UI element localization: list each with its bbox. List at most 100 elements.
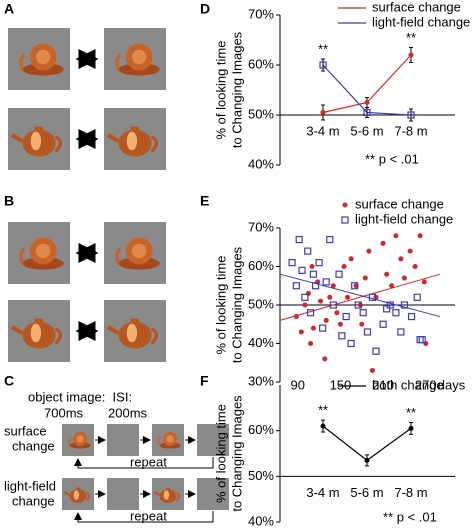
significance: ** [406,30,416,45]
marker [330,283,336,289]
marker [347,339,355,348]
y-tick-label: 40% [248,335,274,350]
marker [302,302,308,308]
marker [322,278,330,286]
marker [342,202,348,208]
marker [354,301,362,309]
y-axis-label: % of looking time [213,256,228,355]
blank [107,424,139,456]
arrows [74,436,214,469]
marker [315,259,323,267]
legend-label: both change [372,377,444,392]
blank [197,478,229,510]
blank [107,478,139,510]
y-axis-label: to Changing Images [229,31,244,148]
marker [383,305,391,313]
row-label: surface [4,423,47,438]
marker [397,328,405,336]
image [104,222,166,284]
x-tick-label: 270 [415,377,437,392]
marker [359,309,367,317]
marker [311,282,320,290]
marker [319,61,327,69]
significance: ** [318,403,328,418]
y-tick-label: 70% [248,6,274,21]
legend-label: surface change [355,196,444,211]
marker [318,298,324,304]
y-tick-label: 60% [248,422,274,437]
panel-label: D [200,1,210,17]
row-label: change [12,438,55,453]
panel-label: C [4,373,14,389]
row-label: light-field [4,478,56,493]
blank [197,424,229,456]
image [8,222,70,284]
marker [341,264,347,269]
marker [357,302,363,308]
marker [368,293,377,301]
marker [298,266,306,274]
marker [320,423,326,429]
marker [329,301,337,309]
x-axis-label: days [438,377,466,392]
y-tick-label: 40% [248,156,274,171]
note: ** p < .01 [383,509,437,524]
y-tick-label: 30% [248,373,274,388]
y-axis-label: % of looking time [213,41,228,140]
marker [369,367,375,373]
significance: ** [318,41,328,56]
y-axis-label: to Changing Images [229,246,244,363]
x-tick-label: 7-8 m [394,123,427,138]
note: ** p < .01 [365,151,419,166]
marker [364,100,370,105]
marker [326,235,334,244]
marker [298,329,304,335]
error-bar [409,108,413,122]
marker [421,279,427,285]
marker [304,247,312,255]
repeat: repeat [130,508,167,523]
marker [338,332,346,340]
panel-label: F [200,373,209,389]
marker [407,312,416,321]
panel-c: C object image: ISI: 700ms 200ms surface… [4,373,229,523]
marker [379,320,387,328]
marker [400,301,409,309]
marker [292,282,300,290]
marker [308,341,314,346]
marker [335,270,343,278]
y-axis-label: to Changing Images [229,395,244,512]
marker [327,294,333,300]
marker [392,309,400,317]
marker [341,216,349,224]
panel-label: B [4,193,14,209]
marker [363,328,372,336]
marker [407,248,413,254]
marker [364,457,370,463]
x-tick-label: 210 [372,377,394,392]
marker [306,309,315,317]
image [8,108,70,170]
marker [319,324,327,332]
y-tick-label: 50% [248,106,274,121]
marker [288,259,296,267]
y-tick-label: 70% [248,219,274,234]
marker [408,425,414,431]
marker [320,110,326,115]
marker [309,270,318,278]
marker [310,325,316,331]
marker [323,317,329,323]
x-tick-label: 5-6 m [350,485,383,500]
image [152,424,184,456]
image [62,478,94,510]
marker [293,314,299,320]
repeat: repeat [130,454,167,469]
y-axis-label: % of looking time [213,404,228,503]
marker [295,235,303,244]
arrows [74,490,214,523]
marker [334,310,340,316]
significance: ** [406,405,416,420]
marker [301,293,309,301]
